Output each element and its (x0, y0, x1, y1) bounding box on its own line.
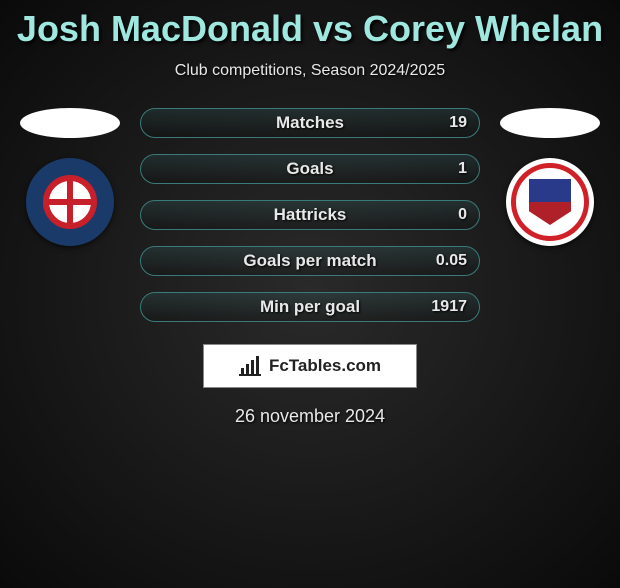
player-right-silhouette (500, 108, 600, 138)
comparison-row: Matches 19 Goals 1 Hattricks 0 Goals per… (0, 108, 620, 322)
page-title: Josh MacDonald vs Corey Whelan (0, 8, 620, 50)
subtitle: Club competitions, Season 2024/2025 (0, 62, 620, 80)
stat-bar-matches: Matches 19 (140, 108, 480, 138)
stat-label: Goals (286, 159, 333, 179)
stat-bar-goals: Goals 1 (140, 154, 480, 184)
brand-text: FcTables.com (269, 356, 381, 376)
stat-bar-hattricks: Hattricks 0 (140, 200, 480, 230)
brand-link[interactable]: FcTables.com (203, 344, 417, 388)
stat-value-right: 0 (458, 206, 467, 224)
stat-label: Hattricks (274, 205, 347, 225)
stats-bars: Matches 19 Goals 1 Hattricks 0 Goals per… (140, 108, 480, 322)
stat-value-right: 1 (458, 160, 467, 178)
player-left-silhouette (20, 108, 120, 138)
stat-label: Goals per match (243, 251, 376, 271)
player-left-column (20, 108, 120, 246)
player-right-column (500, 108, 600, 246)
date-line: 26 november 2024 (0, 406, 620, 427)
club-badge-right (506, 158, 594, 246)
brand-bar-chart-icon (239, 356, 263, 376)
stat-label: Matches (276, 113, 344, 133)
stat-value-right: 1917 (431, 298, 467, 316)
stat-value-right: 0.05 (436, 252, 467, 270)
stat-bar-goals-per-match: Goals per match 0.05 (140, 246, 480, 276)
stat-value-right: 19 (449, 114, 467, 132)
fylde-shield-icon (529, 179, 571, 225)
club-badge-left (26, 158, 114, 246)
stat-bar-min-per-goal: Min per goal 1917 (140, 292, 480, 322)
stat-label: Min per goal (260, 297, 360, 317)
hartlepool-wheel-icon (43, 175, 97, 229)
fylde-ring-icon (511, 163, 589, 241)
